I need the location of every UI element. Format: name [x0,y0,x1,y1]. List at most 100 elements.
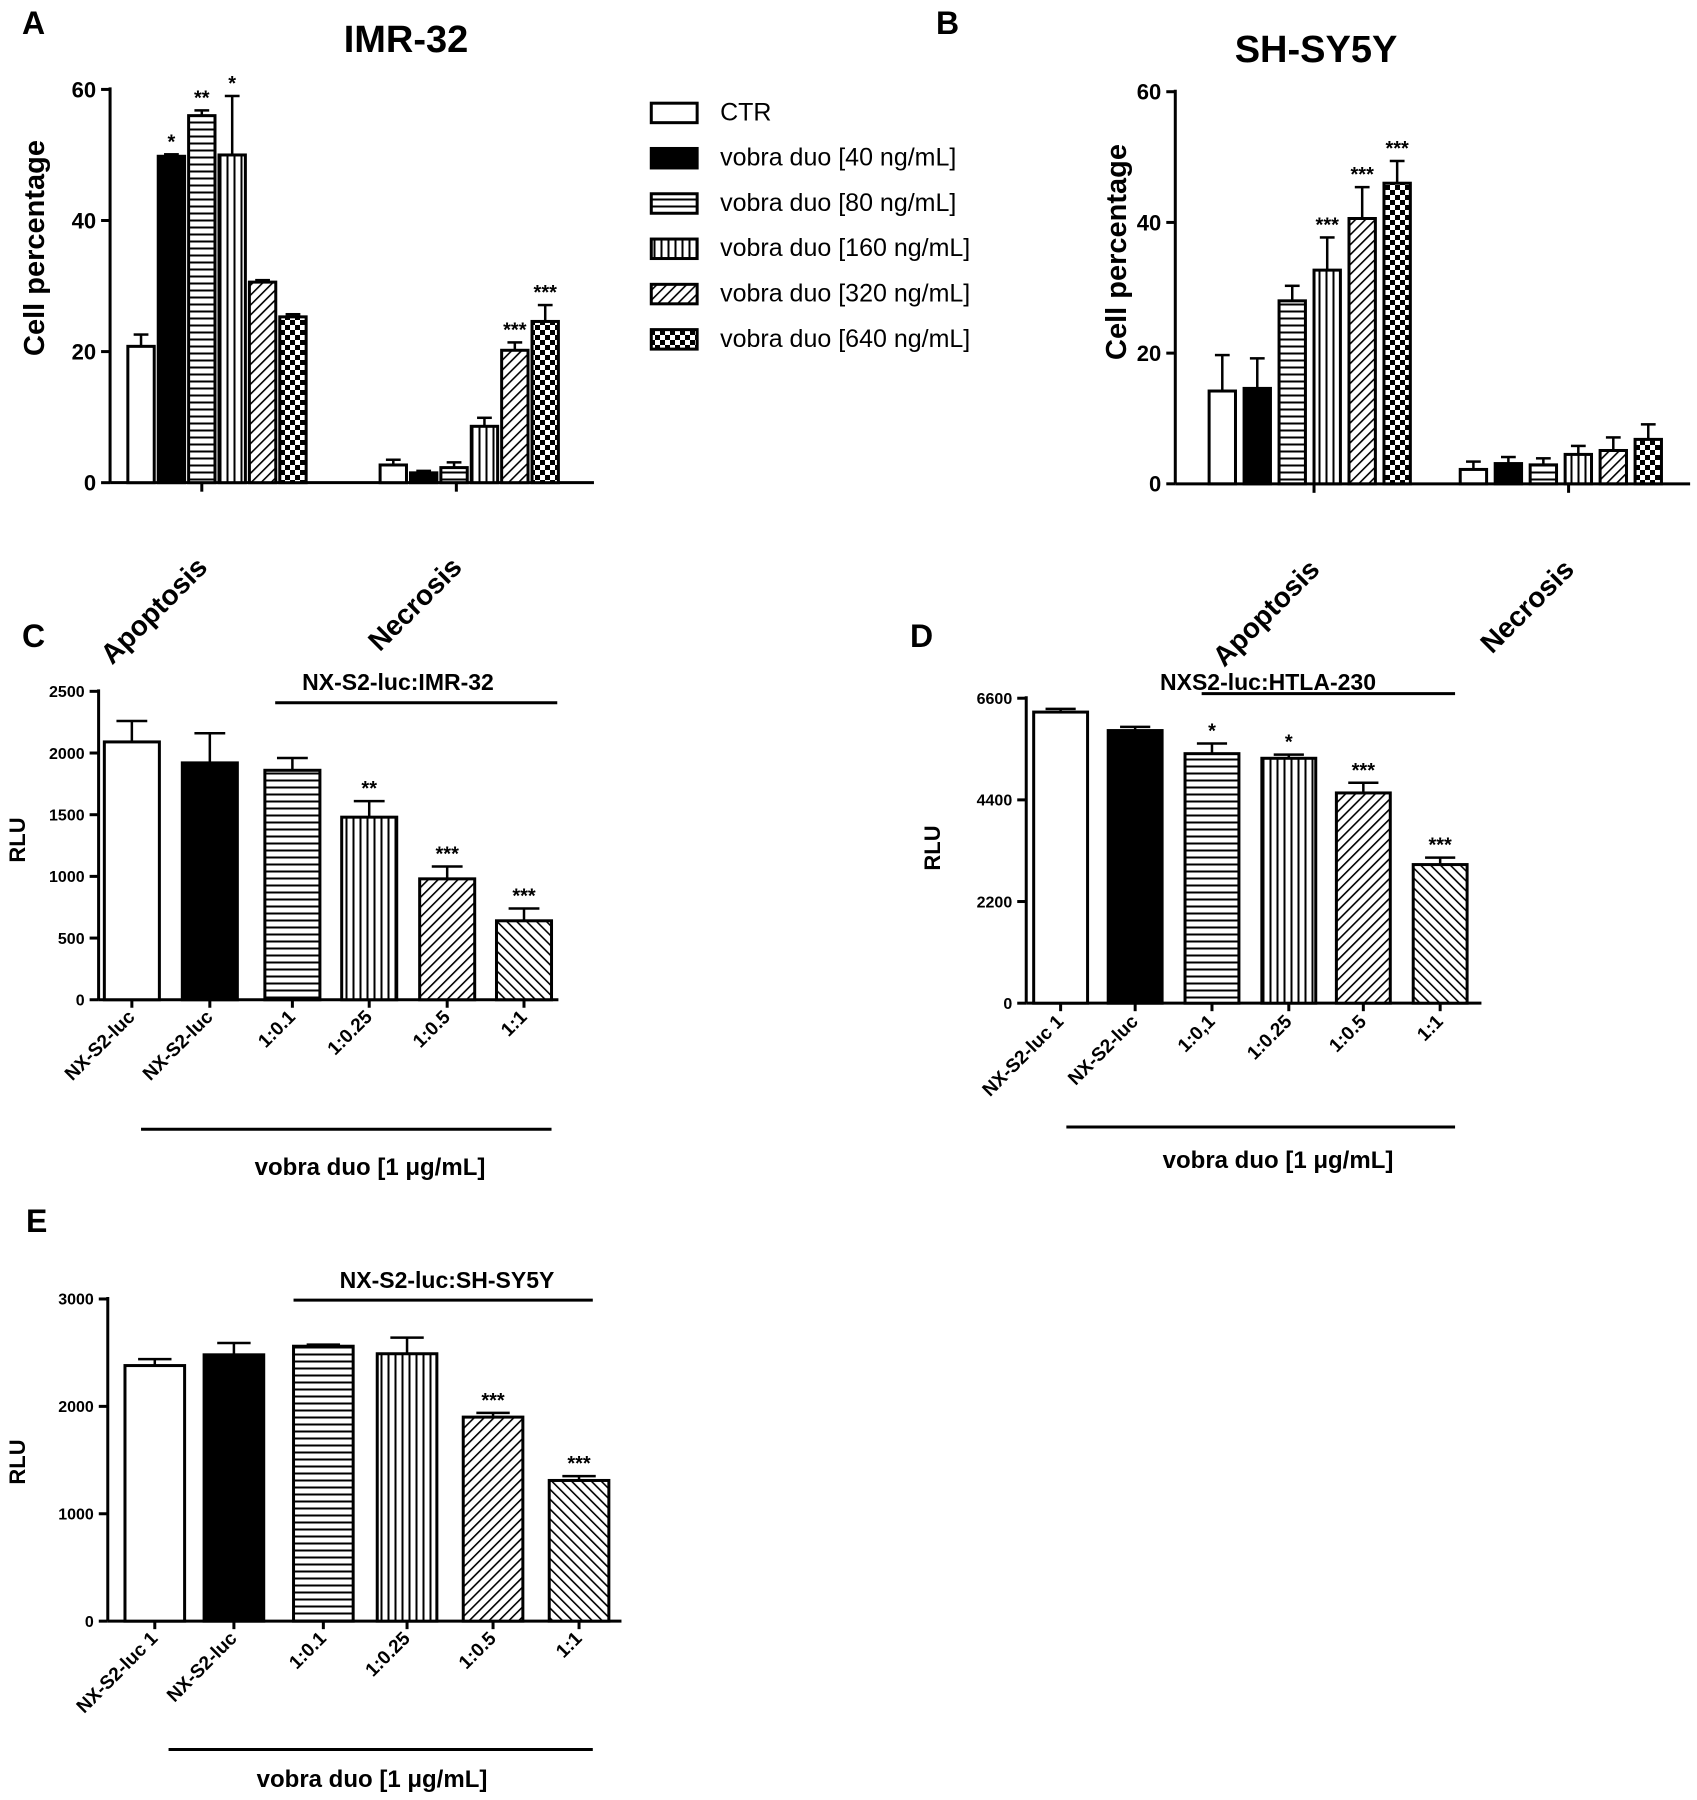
bar [1106,729,1164,1005]
category-label: Apoptosis [94,551,213,670]
bar [102,740,161,1002]
y-axis-label: Cell percentage [1101,144,1133,360]
bar [1347,216,1377,486]
category-label: 1:0.1 [254,1006,300,1052]
bar [263,768,322,1002]
bar [469,424,500,485]
significance-label: *** [1316,214,1340,236]
bottom-bracket-label: vobra duo [1 μg/mL] [255,1154,486,1181]
bar [378,463,408,485]
legend-label: vobra duo [40 ng/mL] [720,144,956,172]
bar [202,1353,266,1623]
significance-label: *** [436,844,460,866]
panel-letter: D [910,618,933,654]
significance-label: ** [361,778,377,800]
plot-area: 0 1000 2000 3000 NX-S2-luc 1 NX-S2-luc 1:0.1 1:… [58,1292,622,1752]
category-label: NX-S2-luc [1064,1011,1143,1090]
legend-swatch [649,146,699,170]
category-label: 1:1 [1413,1011,1448,1046]
bar [1207,389,1237,486]
significance-label: *** [1428,835,1452,857]
panel-d: D RLU 0 2200 4400 6600 NX-S2-luc 1NX-S2-luc *… [910,618,1482,1174]
category-label: 1:1 [552,1628,587,1663]
y-tick-label: 0 [1003,996,1012,1013]
legend-swatch [649,101,699,125]
y-tick-label: 3000 [58,1292,94,1309]
bar [1411,863,1469,1005]
bar [1312,268,1342,486]
bar [1242,386,1272,486]
category-label: NX-S2-luc [139,1006,218,1085]
significance-label: *** [1352,760,1376,782]
legend-swatch [649,192,699,215]
bar [1382,181,1412,486]
y-tick-label: 60 [72,77,96,102]
bar [1633,437,1663,486]
chart-title: SH-SY5Y [1235,29,1398,71]
bar [408,471,439,485]
category-label: NX-S2-luc 1 [73,1628,163,1718]
significance-label: * [168,131,176,153]
category-label: NX-S2-luc [61,1006,140,1085]
bar [439,466,469,485]
category-label: Necrosis [362,551,468,657]
category-label: 1:0.1 [285,1628,331,1674]
bar [187,114,217,485]
category-label: 1:0.5 [409,1006,455,1052]
bar [340,815,399,1002]
y-tick-label: 0 [76,993,85,1010]
bar [500,348,530,485]
legend-label: vobra duo [640 ng/mL] [720,325,970,353]
panel-letter: E [26,1203,47,1239]
category-label: 1:0.5 [1325,1011,1371,1057]
significance-label: *** [534,282,558,304]
category-label: 1:0.5 [455,1628,501,1674]
bar [247,280,278,485]
panel-letter: B [936,5,959,41]
plot-area: 0 2200 4400 6600 NX-S2-luc 1NX-S2-luc * 1:0,1 *… [977,691,1482,1129]
bar [123,1364,187,1623]
category-label: Necrosis [1474,553,1580,659]
bar [278,315,308,485]
bar [1458,467,1489,486]
y-tick-label: 6600 [977,691,1013,708]
bar [126,344,156,485]
y-tick-label: 20 [1137,341,1161,366]
y-tick-label: 0 [1149,472,1161,497]
y-axis-label: Cell percentage [19,140,51,356]
y-tick-label: 2000 [58,1399,94,1416]
panel-letter: C [22,618,45,654]
plot-area: 0 500 1000 1500 2000 2500 NX-S2-luc NX-S2-luc 1:… [49,684,559,1131]
y-axis-label: RLU [920,825,945,870]
bar [217,153,247,485]
category-label: 1:0,1 [1174,1011,1220,1057]
bar [375,1352,439,1623]
legend-label: vobra duo [160 ng/mL] [720,234,970,262]
top-bracket-label: NX-S2-luc:SH-SY5Y [340,1267,555,1293]
significance-label: *** [503,319,527,341]
significance-label: * [228,73,236,95]
y-tick-label: 4400 [977,793,1013,810]
bar [418,877,477,1002]
significance-label: *** [481,1390,505,1412]
category-label: 1:0.25 [1243,1011,1296,1064]
legend-swatch [649,328,699,351]
significance-label: * [1208,720,1216,742]
bar [1493,462,1524,486]
bar [1334,791,1392,1005]
bottom-bracket-label: vobra duo [1 μg/mL] [1163,1147,1394,1174]
category-label: 1:1 [497,1006,532,1041]
legend: CTR vobra duo [40 ng/mL] vobra duo [80 ng/… [649,98,970,353]
category-label: Apoptosis [1207,553,1326,672]
bar [1598,448,1628,486]
panel-letter: A [22,5,45,41]
significance-label: *** [512,885,536,907]
y-axis-label: RLU [5,817,30,862]
bar [180,761,239,1002]
plot-area: 0 20 40 60 *** *** *** Apoptosis Necrosis [1137,80,1691,672]
legend-label: CTR [720,98,771,126]
y-tick-label: 0 [84,471,96,496]
